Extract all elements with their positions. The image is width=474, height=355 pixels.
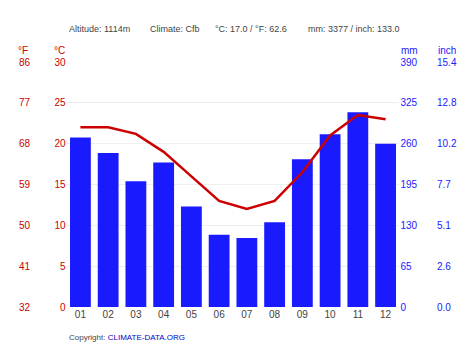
svg-text:Altitude: 1114m: Altitude: 1114m bbox=[69, 24, 130, 34]
svg-text:mm: 3377 / inch: 133.0: mm: 3377 / inch: 133.0 bbox=[308, 24, 400, 34]
svg-text:07: 07 bbox=[241, 309, 253, 320]
svg-text:01: 01 bbox=[75, 309, 87, 320]
svg-text:68: 68 bbox=[19, 138, 31, 149]
svg-text:12: 12 bbox=[380, 309, 392, 320]
svg-text:°C: °C bbox=[54, 45, 65, 56]
svg-text:195: 195 bbox=[400, 179, 417, 190]
svg-text:Copyright: CLIMATE-DATA.ORG: Copyright: CLIMATE-DATA.ORG bbox=[69, 333, 185, 342]
svg-text:09: 09 bbox=[297, 309, 309, 320]
svg-text:86: 86 bbox=[19, 57, 31, 68]
svg-text:32: 32 bbox=[19, 302, 31, 313]
svg-text:03: 03 bbox=[130, 309, 142, 320]
svg-text:10.2: 10.2 bbox=[437, 138, 457, 149]
svg-text:10: 10 bbox=[325, 309, 337, 320]
svg-text:°C: 17.0 / °F: 62.6: °C: 17.0 / °F: 62.6 bbox=[215, 24, 287, 34]
svg-text:08: 08 bbox=[269, 309, 281, 320]
svg-text:50: 50 bbox=[19, 220, 31, 231]
svg-text:41: 41 bbox=[19, 261, 31, 272]
svg-text:12.8: 12.8 bbox=[437, 97, 457, 108]
svg-text:04: 04 bbox=[158, 309, 170, 320]
svg-text:11: 11 bbox=[353, 309, 364, 320]
svg-text:130: 130 bbox=[400, 220, 417, 231]
svg-text:77: 77 bbox=[19, 97, 31, 108]
svg-text:05: 05 bbox=[186, 309, 198, 320]
svg-text:260: 260 bbox=[400, 138, 417, 149]
svg-text:325: 325 bbox=[400, 97, 417, 108]
svg-text:02: 02 bbox=[103, 309, 115, 320]
svg-text:5.1: 5.1 bbox=[437, 220, 451, 231]
svg-text:0: 0 bbox=[60, 302, 66, 313]
svg-text:°F: °F bbox=[18, 45, 28, 56]
svg-text:mm: mm bbox=[401, 45, 418, 56]
svg-text:25: 25 bbox=[54, 97, 66, 108]
svg-text:inch: inch bbox=[438, 45, 456, 56]
svg-text:59: 59 bbox=[19, 179, 31, 190]
svg-text:390: 390 bbox=[400, 57, 417, 68]
svg-text:Climate: Cfb: Climate: Cfb bbox=[150, 24, 200, 34]
svg-text:0.0: 0.0 bbox=[437, 302, 451, 313]
svg-text:10: 10 bbox=[54, 220, 66, 231]
svg-text:2.6: 2.6 bbox=[437, 261, 451, 272]
svg-text:06: 06 bbox=[214, 309, 226, 320]
svg-text:15.4: 15.4 bbox=[437, 57, 457, 68]
svg-text:5: 5 bbox=[60, 261, 66, 272]
svg-text:30: 30 bbox=[54, 57, 66, 68]
svg-text:20: 20 bbox=[54, 138, 66, 149]
svg-text:15: 15 bbox=[54, 179, 66, 190]
svg-text:0: 0 bbox=[400, 302, 406, 313]
svg-text:65: 65 bbox=[400, 261, 412, 272]
svg-text:7.7: 7.7 bbox=[437, 179, 451, 190]
